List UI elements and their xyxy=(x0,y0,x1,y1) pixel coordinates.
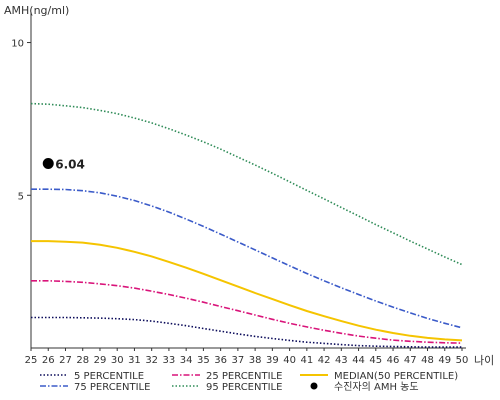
series-lines xyxy=(30,102,463,348)
series-line xyxy=(30,102,463,266)
legend-label: MEDIAN(50 PERCENTILE) xyxy=(334,371,458,382)
x-tick-label: 50 xyxy=(456,355,469,366)
legend-label: 95 PERCENTILE xyxy=(206,382,282,393)
x-tick-label: 26 xyxy=(42,355,55,366)
x-tick-label: 30 xyxy=(111,355,124,366)
x-tick-label: 35 xyxy=(197,355,210,366)
x-tick-label: 48 xyxy=(421,355,434,366)
y-ticks: 5 10 xyxy=(11,39,31,202)
series-line xyxy=(31,240,463,342)
x-tick-label: 41 xyxy=(300,355,313,366)
x-tick-label: 38 xyxy=(249,355,262,366)
y-tick-label: 5 xyxy=(18,191,24,202)
x-tick-label: 40 xyxy=(283,355,296,366)
x-tick-label: 44 xyxy=(352,355,365,366)
x-tick-label: 49 xyxy=(438,355,451,366)
x-tick-label: 45 xyxy=(369,355,382,366)
x-tick-label: 33 xyxy=(163,355,176,366)
x-tick-label: 36 xyxy=(214,355,227,366)
x-tick-label: 27 xyxy=(59,355,72,366)
legend-label: 5 PERCENTILE xyxy=(74,371,144,382)
x-tick-label: 31 xyxy=(128,355,141,366)
legend-label: 75 PERCENTILE xyxy=(74,382,150,393)
patient-amh-point xyxy=(42,158,54,170)
x-tick-label: 28 xyxy=(76,355,89,366)
x-tick-label: 32 xyxy=(145,355,158,366)
patient-marker: 6.04 xyxy=(42,158,85,172)
y-tick-label: 10 xyxy=(11,39,24,50)
x-tick-label: 47 xyxy=(404,355,417,366)
series-line xyxy=(31,280,463,344)
x-tick-label: 43 xyxy=(335,355,348,366)
legend-label: 수진자의 AMH 농도 xyxy=(334,381,419,393)
x-tick-label: 34 xyxy=(180,355,193,366)
series-line xyxy=(31,188,463,329)
x-tick-label: 39 xyxy=(266,355,279,366)
series-line xyxy=(31,316,462,348)
x-tick-label: 42 xyxy=(318,355,331,366)
legend: 5 PERCENTILE 25 PERCENTILE MEDIAN(50 PERCE… xyxy=(40,371,458,393)
x-tick-label: 46 xyxy=(387,355,400,366)
x-tick-label: 37 xyxy=(232,355,245,366)
patient-amh-value-label: 6.04 xyxy=(55,158,85,172)
axes xyxy=(30,12,466,349)
y-axis-title: AMH(ng/ml) xyxy=(4,4,69,17)
legend-marker-dot xyxy=(310,382,318,390)
x-ticks: 25 26 27 28 29 30 31 32 33 34 35 36 37 38 39 40 41 42 43 44… xyxy=(25,348,469,366)
x-axis-title: 나이 xyxy=(474,354,494,367)
legend-label: 25 PERCENTILE xyxy=(206,371,282,382)
x-tick-label: 25 xyxy=(25,355,38,366)
x-tick-label: 29 xyxy=(94,355,107,366)
